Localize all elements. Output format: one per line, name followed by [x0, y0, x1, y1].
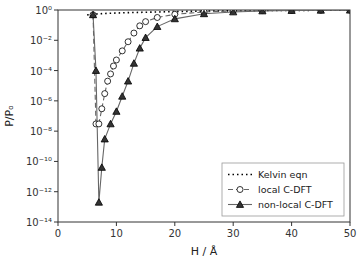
- legend-line: [228, 174, 252, 176]
- data-point: [230, 10, 236, 14]
- y-tick: [54, 40, 58, 41]
- data-point: [130, 60, 137, 66]
- y-tick-label: 10⁻²: [30, 35, 52, 46]
- data-point: [200, 10, 207, 16]
- data-point: [230, 10, 237, 15]
- x-tick: [58, 222, 59, 226]
- legend-marker: [237, 187, 243, 193]
- y-tick-label: 10⁻⁶: [30, 96, 52, 107]
- data-point: [119, 93, 126, 99]
- data-point: [143, 19, 149, 25]
- y-tick-label: 10⁻¹⁰: [26, 156, 52, 167]
- data-point: [259, 10, 266, 14]
- y-tick-label: 10⁻¹²: [26, 187, 52, 198]
- y-tick: [54, 222, 58, 223]
- x-tick: [233, 222, 234, 226]
- data-point: [288, 10, 295, 13]
- y-tick: [54, 161, 58, 162]
- y-tick-label: 10⁻⁴: [30, 66, 52, 77]
- data-point: [110, 63, 116, 69]
- legend-marker: [236, 201, 243, 207]
- data-point: [131, 30, 137, 36]
- data-point: [142, 34, 149, 40]
- data-point: [137, 23, 143, 29]
- legend: Kelvin eqn local C-DFT non-local C-DFT: [222, 163, 344, 216]
- data-point: [108, 71, 114, 77]
- data-point: [171, 15, 178, 21]
- chart: 0 10 20 30 40 50 10⁻¹⁴ 10⁻¹² 10⁻¹⁰ 10⁻⁸ 10⁻⁶ 10⁻⁴ 10…: [0, 0, 362, 262]
- x-tick: [291, 222, 292, 226]
- data-point: [119, 48, 125, 54]
- data-point: [105, 78, 111, 84]
- x-tick-label: 20: [168, 228, 181, 239]
- x-tick: [350, 222, 351, 226]
- y-tick: [54, 191, 58, 192]
- data-point: [113, 108, 120, 114]
- y-tick-label: 10⁻¹⁴: [26, 217, 52, 228]
- y-tick: [54, 10, 58, 11]
- y-tick-label: 10⁰: [35, 5, 52, 16]
- legend-box: [222, 163, 344, 216]
- data-point: [154, 23, 161, 29]
- x-tick-label: 40: [285, 228, 298, 239]
- data-point: [136, 45, 143, 51]
- x-tick-label: 10: [110, 228, 123, 239]
- data-point: [98, 164, 105, 170]
- data-point: [101, 135, 108, 141]
- data-point: [317, 10, 324, 13]
- data-point: [96, 121, 102, 127]
- x-tick: [174, 222, 175, 226]
- background: [0, 0, 362, 262]
- data-point: [259, 10, 265, 14]
- data-point: [347, 10, 350, 13]
- legend-label: non-local C-DFT: [258, 199, 333, 210]
- x-tick-label: 30: [227, 228, 240, 239]
- data-point: [107, 120, 114, 126]
- legend-label: Kelvin eqn: [258, 169, 307, 180]
- data-point: [102, 91, 108, 97]
- legend-label: local C-DFT: [258, 184, 312, 195]
- data-point: [289, 10, 295, 13]
- data-point: [92, 67, 99, 73]
- y-tick: [54, 131, 58, 132]
- data-point: [90, 12, 96, 18]
- x-tick: [116, 222, 117, 226]
- x-tick-label: 0: [55, 228, 61, 239]
- data-point: [318, 10, 324, 13]
- plot-frame: [58, 10, 350, 222]
- x-axis-label: H / Å: [191, 245, 218, 258]
- y-tick-label: 10⁻⁸: [30, 126, 52, 137]
- data-point: [95, 199, 102, 205]
- data-point: [154, 14, 160, 20]
- data-point: [113, 57, 119, 63]
- data-point: [99, 106, 105, 112]
- y-axis-label: P/Pₒ: [3, 105, 16, 127]
- data-point: [125, 39, 131, 45]
- data-point: [346, 10, 350, 13]
- y-tick: [54, 70, 58, 71]
- data-point: [124, 78, 131, 84]
- data-point: [89, 11, 96, 17]
- y-tick: [54, 100, 58, 101]
- series-line: [93, 10, 350, 124]
- x-tick-label: 50: [344, 228, 357, 239]
